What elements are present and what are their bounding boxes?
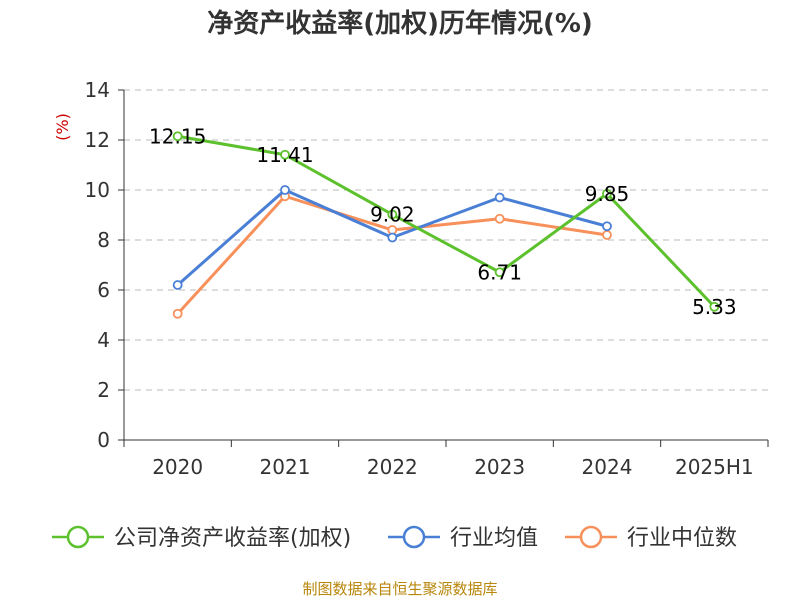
point-s0-2025H1 (709, 301, 720, 312)
data-label-2021: 11.41 (256, 143, 313, 167)
series-group (172, 131, 720, 319)
legend: 公司净资产收益率(加权) 行业均值 行业中位数 (52, 525, 737, 551)
x-tick-label-2021: 2021 (260, 455, 311, 479)
x-tick-label-2025H1: 2025H1 (675, 455, 754, 479)
point-s1-2021 (280, 185, 290, 195)
legend-label-2: 行业中位数 (627, 526, 737, 551)
point-s2-2020 (172, 308, 183, 319)
legend-marker-0 (66, 525, 90, 549)
legend-label-1: 行业均值 (450, 526, 538, 551)
point-s0-2024 (602, 188, 612, 199)
point-s2-2024 (602, 230, 612, 240)
axes (118, 89, 769, 447)
chart-title: 净资产收益率(加权)历年情况(%) (207, 8, 593, 39)
data-labels: 12.15 11.41 9.02 6.71 9.85 5.33 (149, 124, 737, 319)
point-s0-2023 (494, 267, 505, 278)
legend-marker-1 (402, 525, 426, 549)
grid-lines (124, 89, 768, 391)
point-s0-2021 (280, 149, 290, 160)
x-tick-label-2020: 2020 (152, 455, 203, 479)
point-s1-2024 (602, 221, 612, 232)
data-label-2024: 9.85 (585, 182, 630, 206)
y-tick-label-4: 4 (97, 328, 110, 352)
y-tick-label-6: 6 (97, 278, 110, 302)
y-tick-label-8: 8 (97, 228, 110, 252)
y-tick-label-2: 2 (97, 378, 110, 402)
y-tick-labels: 0 2 4 6 8 10 12 14 (85, 78, 110, 452)
point-s0-2020 (172, 131, 183, 142)
data-label-2022: 9.02 (370, 203, 415, 227)
y-axis-unit: (%) (53, 113, 72, 141)
y-tick-label-10: 10 (85, 178, 110, 202)
point-s1-2022 (387, 232, 398, 243)
point-s1-2023 (494, 192, 505, 203)
x-tick-label-2024: 2024 (582, 455, 633, 479)
y-tick-label-0: 0 (97, 428, 110, 452)
data-label-2020: 12.15 (149, 124, 206, 148)
y-tick-label-12: 12 (85, 128, 110, 152)
point-s2-2023 (494, 213, 505, 224)
x-tick-label-2023: 2023 (474, 455, 525, 479)
legend-marker-2 (579, 525, 603, 549)
point-s0-2022 (387, 209, 398, 220)
x-tick-labels: 2020 2021 2022 2023 2024 2025H1 (152, 455, 753, 479)
data-label-2025H1: 5.33 (692, 295, 737, 319)
y-tick-label-14: 14 (85, 78, 110, 102)
series-line-0 (177, 134, 716, 308)
x-tick-label-2022: 2022 (367, 455, 418, 479)
data-label-2023: 6.71 (477, 260, 522, 284)
legend-label-0: 公司净资产收益率(加权) (114, 526, 351, 551)
point-s1-2020 (172, 280, 183, 290)
source-note: 制图数据来自恒生聚源数据库 (302, 580, 497, 598)
